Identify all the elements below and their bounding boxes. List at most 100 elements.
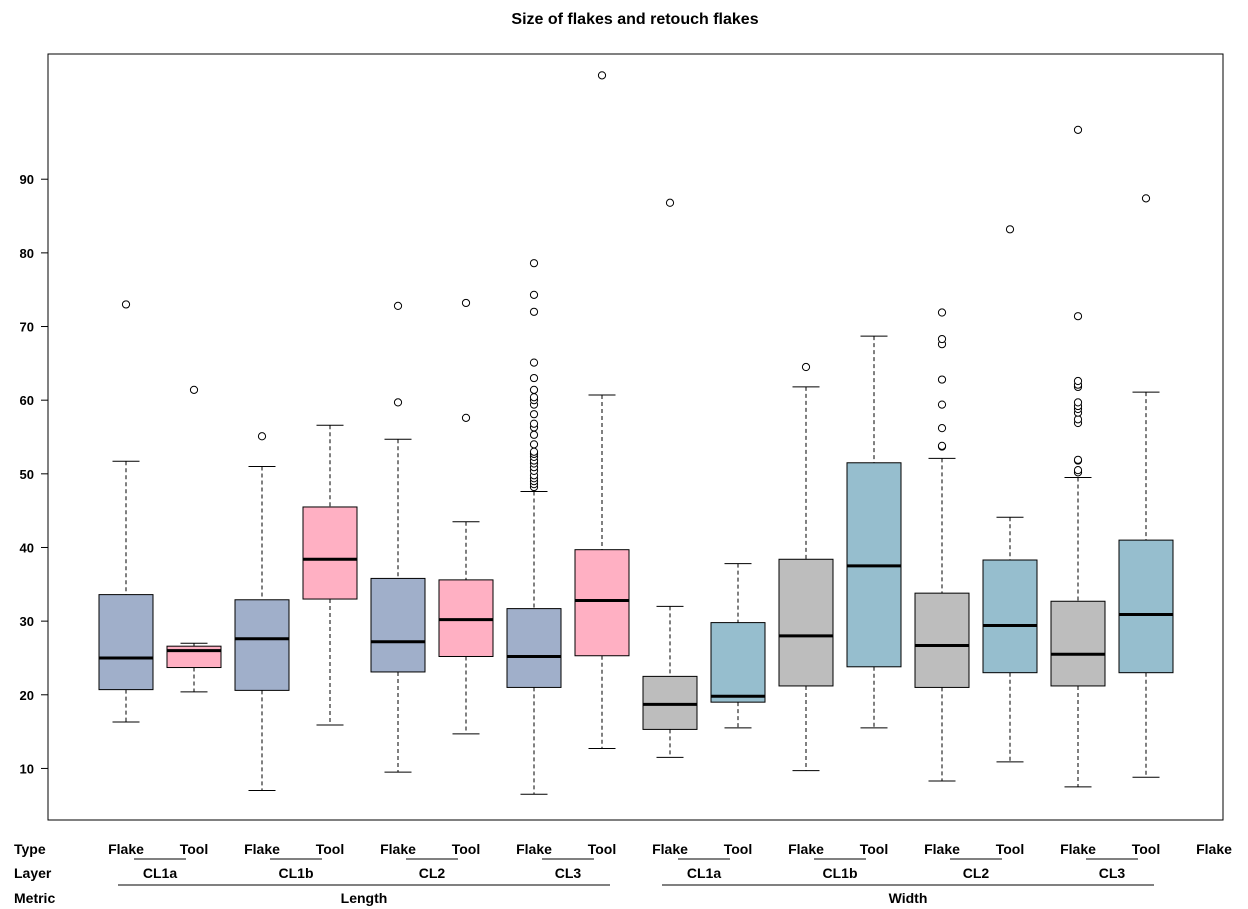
box-14	[1050, 125, 1106, 788]
iqr-box	[1118, 539, 1174, 674]
outlier-point	[529, 373, 539, 383]
y-tick-label: 80	[20, 246, 34, 261]
type-label: Flake	[244, 841, 280, 857]
y-tick-label: 50	[20, 467, 34, 482]
type-label-trailing: Flake	[1196, 841, 1232, 857]
layer-label: CL2	[419, 865, 446, 881]
type-label: Tool	[452, 841, 481, 857]
outlier-point	[393, 301, 403, 310]
outlier-point	[937, 308, 947, 317]
box-5	[438, 298, 494, 735]
outlier-point	[1141, 194, 1151, 203]
iqr-box	[710, 622, 766, 703]
outlier-point	[801, 362, 811, 372]
y-axis: 10 20 30 40 50 60 70 80 90	[20, 172, 49, 776]
metric-label: Width	[889, 890, 928, 906]
box-9	[710, 563, 766, 729]
type-label: Tool	[996, 841, 1025, 857]
outlier-point	[121, 300, 131, 309]
layer-label: CL1b	[823, 865, 858, 881]
outlier-point	[1073, 455, 1083, 464]
layer-label: CL1a	[143, 865, 177, 881]
iqr-box	[302, 506, 358, 600]
outlier-point	[937, 400, 947, 409]
type-label: Flake	[1060, 841, 1096, 857]
outlier-point	[529, 393, 539, 402]
y-tick-label: 10	[20, 761, 34, 776]
box-12	[914, 308, 970, 782]
outlier-point	[529, 385, 539, 394]
y-tick-label: 30	[20, 614, 34, 629]
outlier-point	[529, 430, 539, 439]
iqr-box	[914, 592, 970, 688]
type-label: Flake	[652, 841, 688, 857]
y-tick-label: 90	[20, 172, 34, 187]
outlier-point	[529, 447, 539, 456]
outlier-point	[1073, 312, 1083, 321]
outlier-point	[529, 290, 539, 299]
type-label: Flake	[788, 841, 824, 857]
box-6	[506, 259, 562, 795]
box-1	[166, 385, 222, 693]
outlier-point	[937, 424, 947, 433]
y-tick-label: 70	[20, 320, 34, 335]
outlier-point	[665, 198, 675, 207]
outlier-point	[1073, 125, 1083, 134]
plot-frame	[47, 53, 1224, 821]
box-13	[982, 225, 1038, 763]
y-tick-label: 40	[20, 540, 34, 555]
iqr-box	[506, 608, 562, 688]
outlier-point	[1073, 376, 1083, 386]
iqr-box	[234, 599, 290, 691]
outlier-point	[937, 441, 947, 450]
box-10	[778, 362, 834, 772]
row-label-metric: Metric	[14, 890, 55, 906]
box-group	[98, 71, 1174, 795]
outlier-point	[529, 358, 539, 367]
type-label: Tool	[180, 841, 209, 857]
outlier-point	[529, 307, 539, 316]
type-label: Flake	[924, 841, 960, 857]
type-label: Tool	[1132, 841, 1161, 857]
box-3	[302, 424, 358, 726]
outlier-point	[1073, 398, 1083, 407]
row-label-layer: Layer	[14, 865, 52, 881]
outlier-point	[597, 71, 607, 80]
iqr-box	[98, 594, 154, 691]
type-label: Flake	[380, 841, 416, 857]
layer-label: CL2	[963, 865, 990, 881]
box-11	[846, 335, 902, 729]
type-label: Tool	[588, 841, 617, 857]
type-label: Tool	[724, 841, 753, 857]
box-0	[98, 300, 154, 723]
y-tick-label: 20	[20, 688, 34, 703]
box-15	[1118, 194, 1174, 778]
outlier-point	[257, 432, 267, 441]
outlier-point	[529, 419, 539, 428]
type-label: Tool	[860, 841, 889, 857]
box-7	[574, 71, 630, 750]
outlier-point	[529, 440, 539, 449]
outlier-point	[937, 375, 947, 384]
iqr-box	[982, 559, 1038, 674]
outlier-point	[529, 259, 539, 268]
iqr-box	[370, 577, 426, 673]
outlier-point	[1073, 415, 1083, 424]
layer-label: CL3	[555, 865, 582, 881]
outlier-point	[189, 385, 199, 394]
outlier-point	[1005, 225, 1015, 234]
outlier-point	[393, 398, 403, 407]
iqr-box	[1050, 600, 1106, 687]
iqr-box	[574, 549, 630, 657]
row-label-type: Type	[14, 841, 46, 857]
outlier-point	[461, 413, 471, 422]
layer-label: CL3	[1099, 865, 1126, 881]
type-label: Flake	[516, 841, 552, 857]
type-label: Flake	[108, 841, 144, 857]
box-8	[642, 198, 698, 758]
type-label: Tool	[316, 841, 345, 857]
outlier-point	[461, 298, 471, 308]
category-axis: Type Layer Metric Flake Tool Flake Tool Flake To…	[14, 841, 1232, 906]
chart-title: Size of flakes and retouch flakes	[511, 11, 758, 28]
